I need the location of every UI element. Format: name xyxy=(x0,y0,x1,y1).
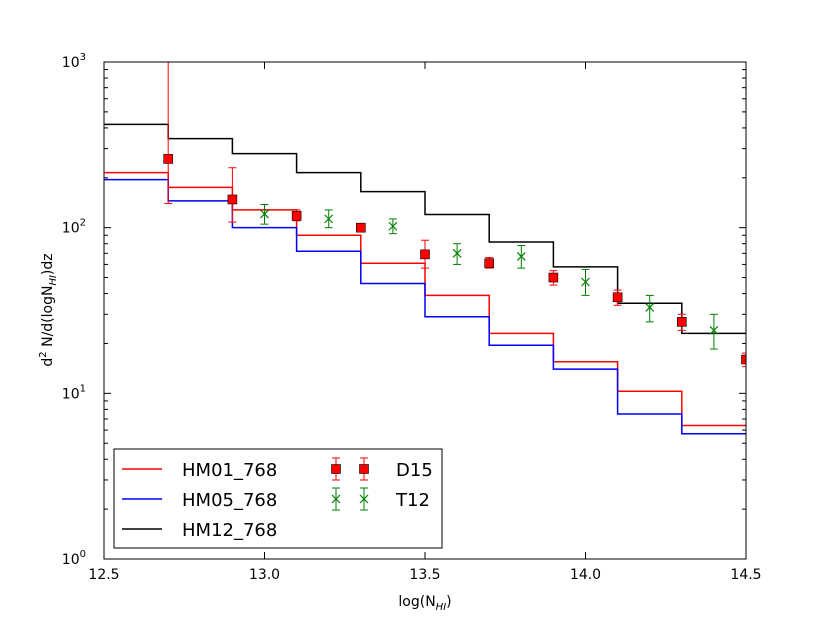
legend: HM01_768 HM05_768 HM12_768 D15 T12 xyxy=(113,448,443,549)
point-d15 xyxy=(355,222,366,233)
point-t12-stroke-b xyxy=(452,248,462,258)
point-d15 xyxy=(676,317,687,327)
point-t12-stroke-b xyxy=(709,325,719,335)
point-t12 xyxy=(516,252,526,261)
x-tick-label: 13.0 xyxy=(249,567,280,583)
point-t12 xyxy=(709,325,719,335)
legend-marker-t12 xyxy=(359,494,369,504)
point-t12-stroke-b xyxy=(516,252,526,261)
ticks-layer: 12.5 13.0 13.5 14.0 14.5 100 101 102 103 xyxy=(62,52,762,583)
y-tick-label: 103 xyxy=(62,52,86,71)
y-tick-label: 100 xyxy=(62,549,86,568)
point-t12-stroke-b xyxy=(645,303,655,312)
point-t12 xyxy=(260,209,269,219)
x-tick-label: 14.0 xyxy=(570,567,601,583)
point-d15 xyxy=(291,210,302,221)
legend-label-hm12: HM12_768 xyxy=(182,520,277,541)
point-d15 xyxy=(163,154,173,164)
point-t12-stroke-b xyxy=(324,214,334,224)
point-d15 xyxy=(484,258,495,269)
point-d15 xyxy=(548,272,559,283)
legend-label-t12: T12 xyxy=(395,490,430,511)
y-tick-label: 102 xyxy=(62,218,86,237)
legend-box xyxy=(113,448,443,549)
point-d15 xyxy=(612,292,623,303)
x-tick-label: 14.5 xyxy=(730,567,761,583)
point-t12 xyxy=(324,214,334,224)
point-t12-stroke-b xyxy=(388,221,398,231)
legend-marker-d15 xyxy=(359,464,369,474)
point-t12-stroke-b xyxy=(581,277,590,287)
point-d15 xyxy=(227,194,238,205)
x-tick-label: 12.5 xyxy=(88,567,119,583)
legend-label-d15: D15 xyxy=(396,460,433,481)
legend-label-hm05: HM05_768 xyxy=(182,490,277,511)
point-t12 xyxy=(581,277,590,287)
x-tick-label: 13.5 xyxy=(409,567,440,583)
y-axis-label: d2 N/d(logNHI)dz xyxy=(38,253,59,366)
legend-label-hm01: HM01_768 xyxy=(182,460,277,481)
legend-marker-d15 xyxy=(331,464,341,474)
legend-markers xyxy=(331,457,369,511)
x-axis-label: log(NHI) xyxy=(398,594,451,613)
legend-marker-t12 xyxy=(331,494,341,504)
series-layer xyxy=(104,62,746,435)
point-t12 xyxy=(645,303,655,312)
y-tick-label: 101 xyxy=(62,383,86,402)
point-d15 xyxy=(420,249,430,260)
point-t12-stroke-b xyxy=(260,209,269,219)
point-d15 xyxy=(741,354,746,365)
point-t12 xyxy=(388,221,398,231)
point-t12 xyxy=(452,248,462,258)
